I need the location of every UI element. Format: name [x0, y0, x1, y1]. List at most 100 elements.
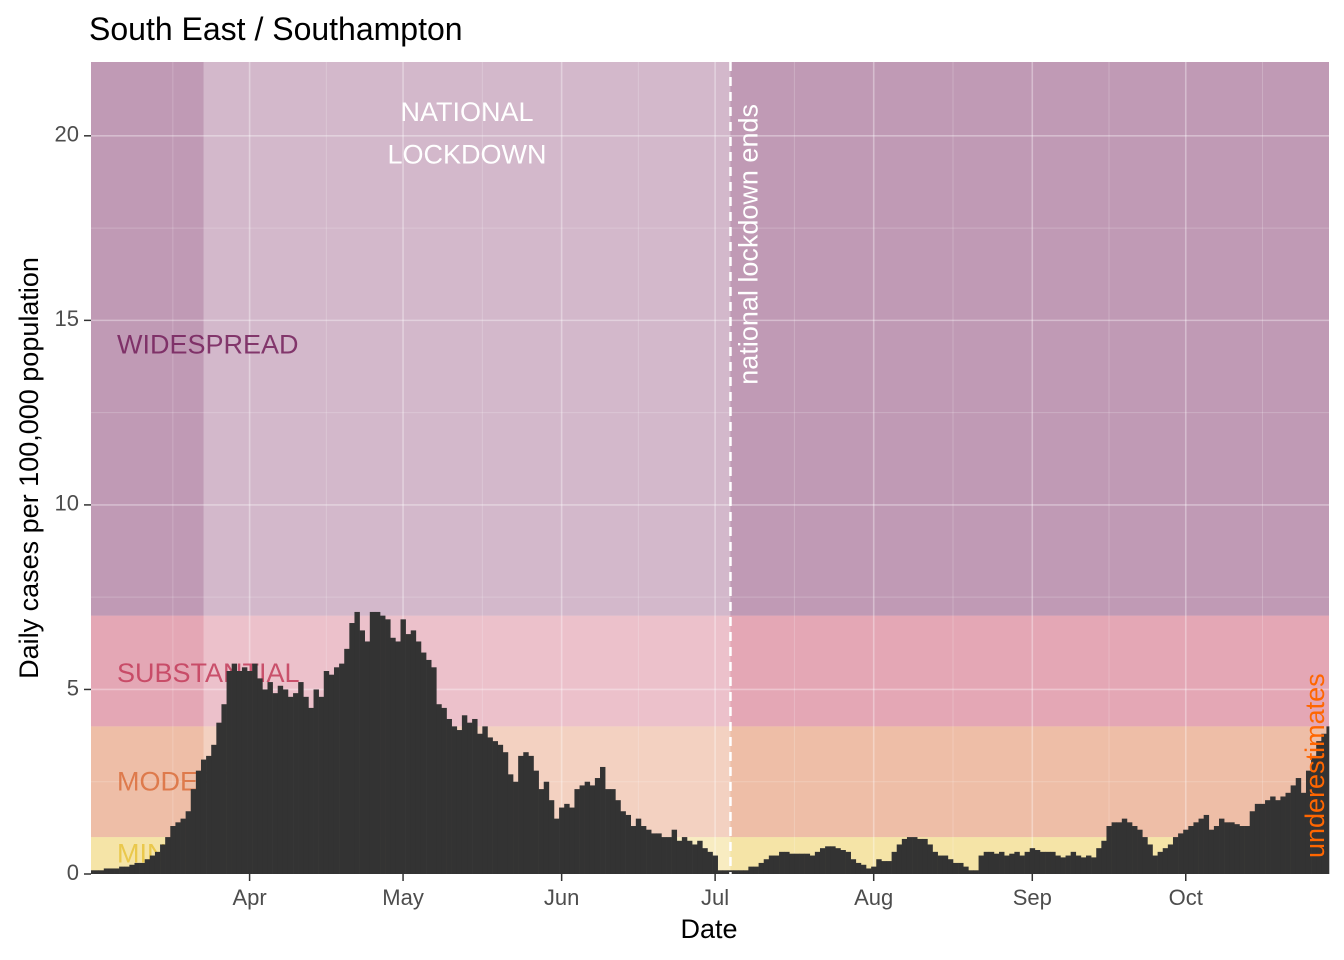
bar — [819, 848, 826, 874]
bar — [236, 671, 243, 874]
x-tick-label: Jul — [701, 885, 729, 910]
bar — [1234, 824, 1240, 874]
x-tick-label: Apr — [232, 885, 266, 910]
bar — [579, 785, 585, 874]
bar — [349, 623, 355, 874]
bar — [738, 870, 744, 874]
bar — [374, 611, 381, 874]
bar — [973, 870, 979, 874]
bar — [1321, 733, 1327, 874]
y-tick-label: 20 — [55, 122, 79, 147]
bar — [1275, 800, 1281, 874]
bar — [1193, 822, 1199, 874]
bar — [917, 838, 923, 874]
bar — [211, 744, 217, 874]
bar — [328, 674, 335, 874]
bar — [896, 844, 903, 874]
x-tick-label: May — [382, 885, 424, 910]
underestimates-label: underestimates — [1300, 673, 1330, 858]
bar — [1213, 826, 1220, 874]
bar — [840, 850, 846, 874]
bar — [559, 807, 565, 874]
bar — [293, 693, 299, 874]
bar — [963, 866, 969, 874]
bar — [1290, 785, 1297, 874]
bar — [364, 641, 371, 874]
bar — [461, 715, 468, 874]
bar — [165, 837, 171, 874]
bar — [1244, 826, 1251, 874]
bar — [1219, 818, 1225, 874]
bar — [651, 833, 657, 874]
y-axis-title: Daily cases per 100,000 population — [14, 257, 44, 679]
bar — [226, 671, 232, 874]
bar — [1060, 857, 1066, 874]
bar — [369, 611, 376, 874]
bar — [686, 840, 693, 874]
bar — [129, 864, 135, 874]
bar — [1295, 778, 1302, 874]
bar — [906, 837, 913, 874]
bar — [1285, 792, 1291, 874]
bar — [1147, 844, 1153, 874]
bar — [922, 838, 928, 874]
bar — [436, 704, 442, 874]
bar — [1224, 822, 1230, 874]
bar — [359, 630, 365, 874]
bar — [482, 726, 488, 874]
bar — [871, 866, 877, 874]
y-tick-label: 10 — [55, 491, 79, 516]
bar — [431, 667, 437, 874]
bar — [1183, 829, 1189, 874]
bar — [538, 789, 545, 874]
bar — [175, 822, 181, 874]
bar — [1316, 741, 1322, 874]
bar — [594, 778, 601, 874]
bar — [108, 868, 115, 874]
bar — [1198, 818, 1204, 874]
bar — [968, 870, 974, 874]
bar — [600, 766, 606, 874]
bar — [1142, 837, 1148, 874]
bar — [1239, 826, 1245, 874]
bar — [385, 619, 391, 874]
bar — [282, 689, 289, 874]
bar — [999, 851, 1005, 874]
bar — [272, 693, 279, 874]
x-tick-label: Sep — [1013, 885, 1052, 910]
bar — [344, 648, 350, 874]
bar — [390, 637, 396, 874]
bar — [103, 868, 110, 874]
bar — [160, 844, 166, 874]
bar — [318, 696, 325, 874]
bar — [1106, 826, 1112, 874]
bar — [947, 859, 954, 874]
bar — [405, 634, 412, 874]
bar — [768, 855, 775, 874]
bar — [1259, 803, 1266, 874]
bar — [472, 718, 478, 874]
bar — [784, 851, 790, 874]
x-tick-label: Jun — [544, 885, 579, 910]
lockdown-label-line1: NATIONAL — [400, 97, 533, 127]
bar — [733, 870, 739, 874]
bar — [134, 862, 140, 874]
bar — [952, 862, 959, 874]
bar — [661, 837, 667, 874]
bar — [1101, 840, 1107, 874]
bar — [773, 855, 780, 874]
bar — [605, 789, 611, 874]
bar — [247, 671, 253, 874]
bar — [1249, 811, 1256, 874]
bar — [426, 659, 432, 874]
bar — [1019, 855, 1025, 874]
bar — [753, 866, 759, 874]
bar — [825, 846, 831, 874]
bar — [855, 862, 862, 874]
bar — [1111, 822, 1117, 874]
bar — [1300, 792, 1307, 874]
bar — [983, 851, 990, 874]
bar — [216, 722, 222, 874]
bar — [564, 803, 570, 874]
bar — [717, 870, 724, 874]
